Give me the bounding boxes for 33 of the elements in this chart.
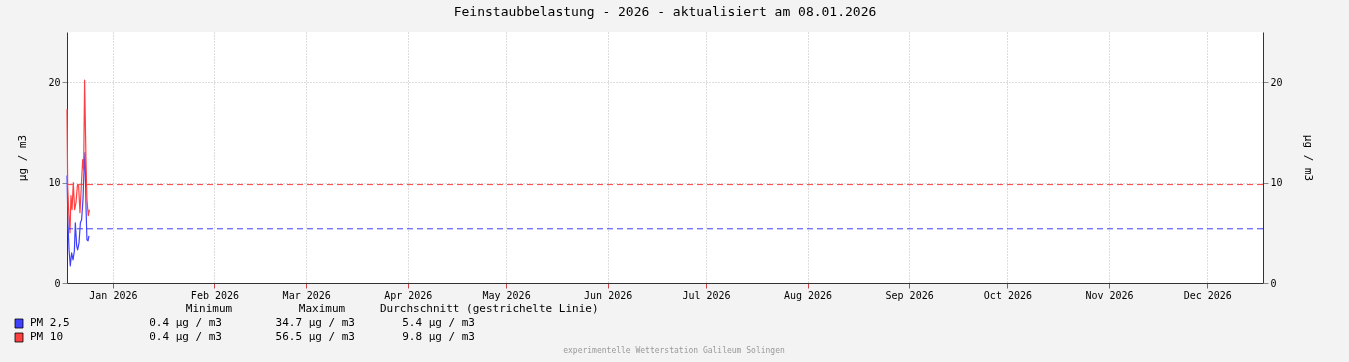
chart-title: Feinstaubbelastung - 2026 - aktualisiert am 08.01.2026: [453, 4, 877, 20]
text: 56.5 µg / m3: [275, 330, 355, 343]
legend-label: PM 2,5: [30, 316, 70, 329]
legend-label: PM 10: [30, 330, 64, 343]
y2-tick-label: 20: [1270, 76, 1283, 88]
text: 9.8 µg / m3: [402, 330, 475, 343]
x-tick-label: Aug 2026: [783, 289, 833, 301]
text: Durchschnitt (gestrichelte Linie): [380, 302, 599, 315]
text: Maximum: [298, 302, 346, 315]
text: 5.4 µg / m3: [402, 316, 475, 329]
x-tick-label: Mar 2026: [282, 289, 331, 301]
text: 34.7 µg / m3: [275, 316, 355, 329]
x-tick-label: Jan 2026: [89, 289, 138, 301]
text: experimentelle Wetterstation Galileum Solingen: [563, 346, 785, 355]
x-tick-label: Jul 2026: [682, 289, 731, 301]
x-tick-label: Apr 2026: [384, 289, 433, 301]
x-tick-label: May 2026: [482, 289, 531, 301]
x-tick-label: Oct 2026: [983, 289, 1032, 301]
y2-tick-label: 0: [1270, 277, 1277, 289]
y2-tick-label: 10: [1270, 177, 1283, 189]
text: 0.4 µg / m3: [149, 316, 222, 329]
y-tick-label: 10: [48, 177, 61, 189]
x-tick-label: Sep 2026: [885, 289, 934, 301]
text: Minimum: [185, 302, 233, 315]
y-tick-label: 20: [48, 76, 61, 88]
x-tick-label: Jun 2026: [584, 289, 633, 301]
x-tick-label: Dec 2026: [1183, 289, 1232, 301]
y-axis-title: µg / m3: [16, 134, 30, 182]
y-tick-label: 0: [54, 277, 61, 289]
x-tick-label: Nov 2026: [1085, 289, 1134, 301]
text: 0.4 µg / m3: [149, 330, 222, 343]
x-tick-label: Feb 2026: [190, 289, 240, 301]
y2-axis-title: µg / m3: [1301, 134, 1315, 182]
